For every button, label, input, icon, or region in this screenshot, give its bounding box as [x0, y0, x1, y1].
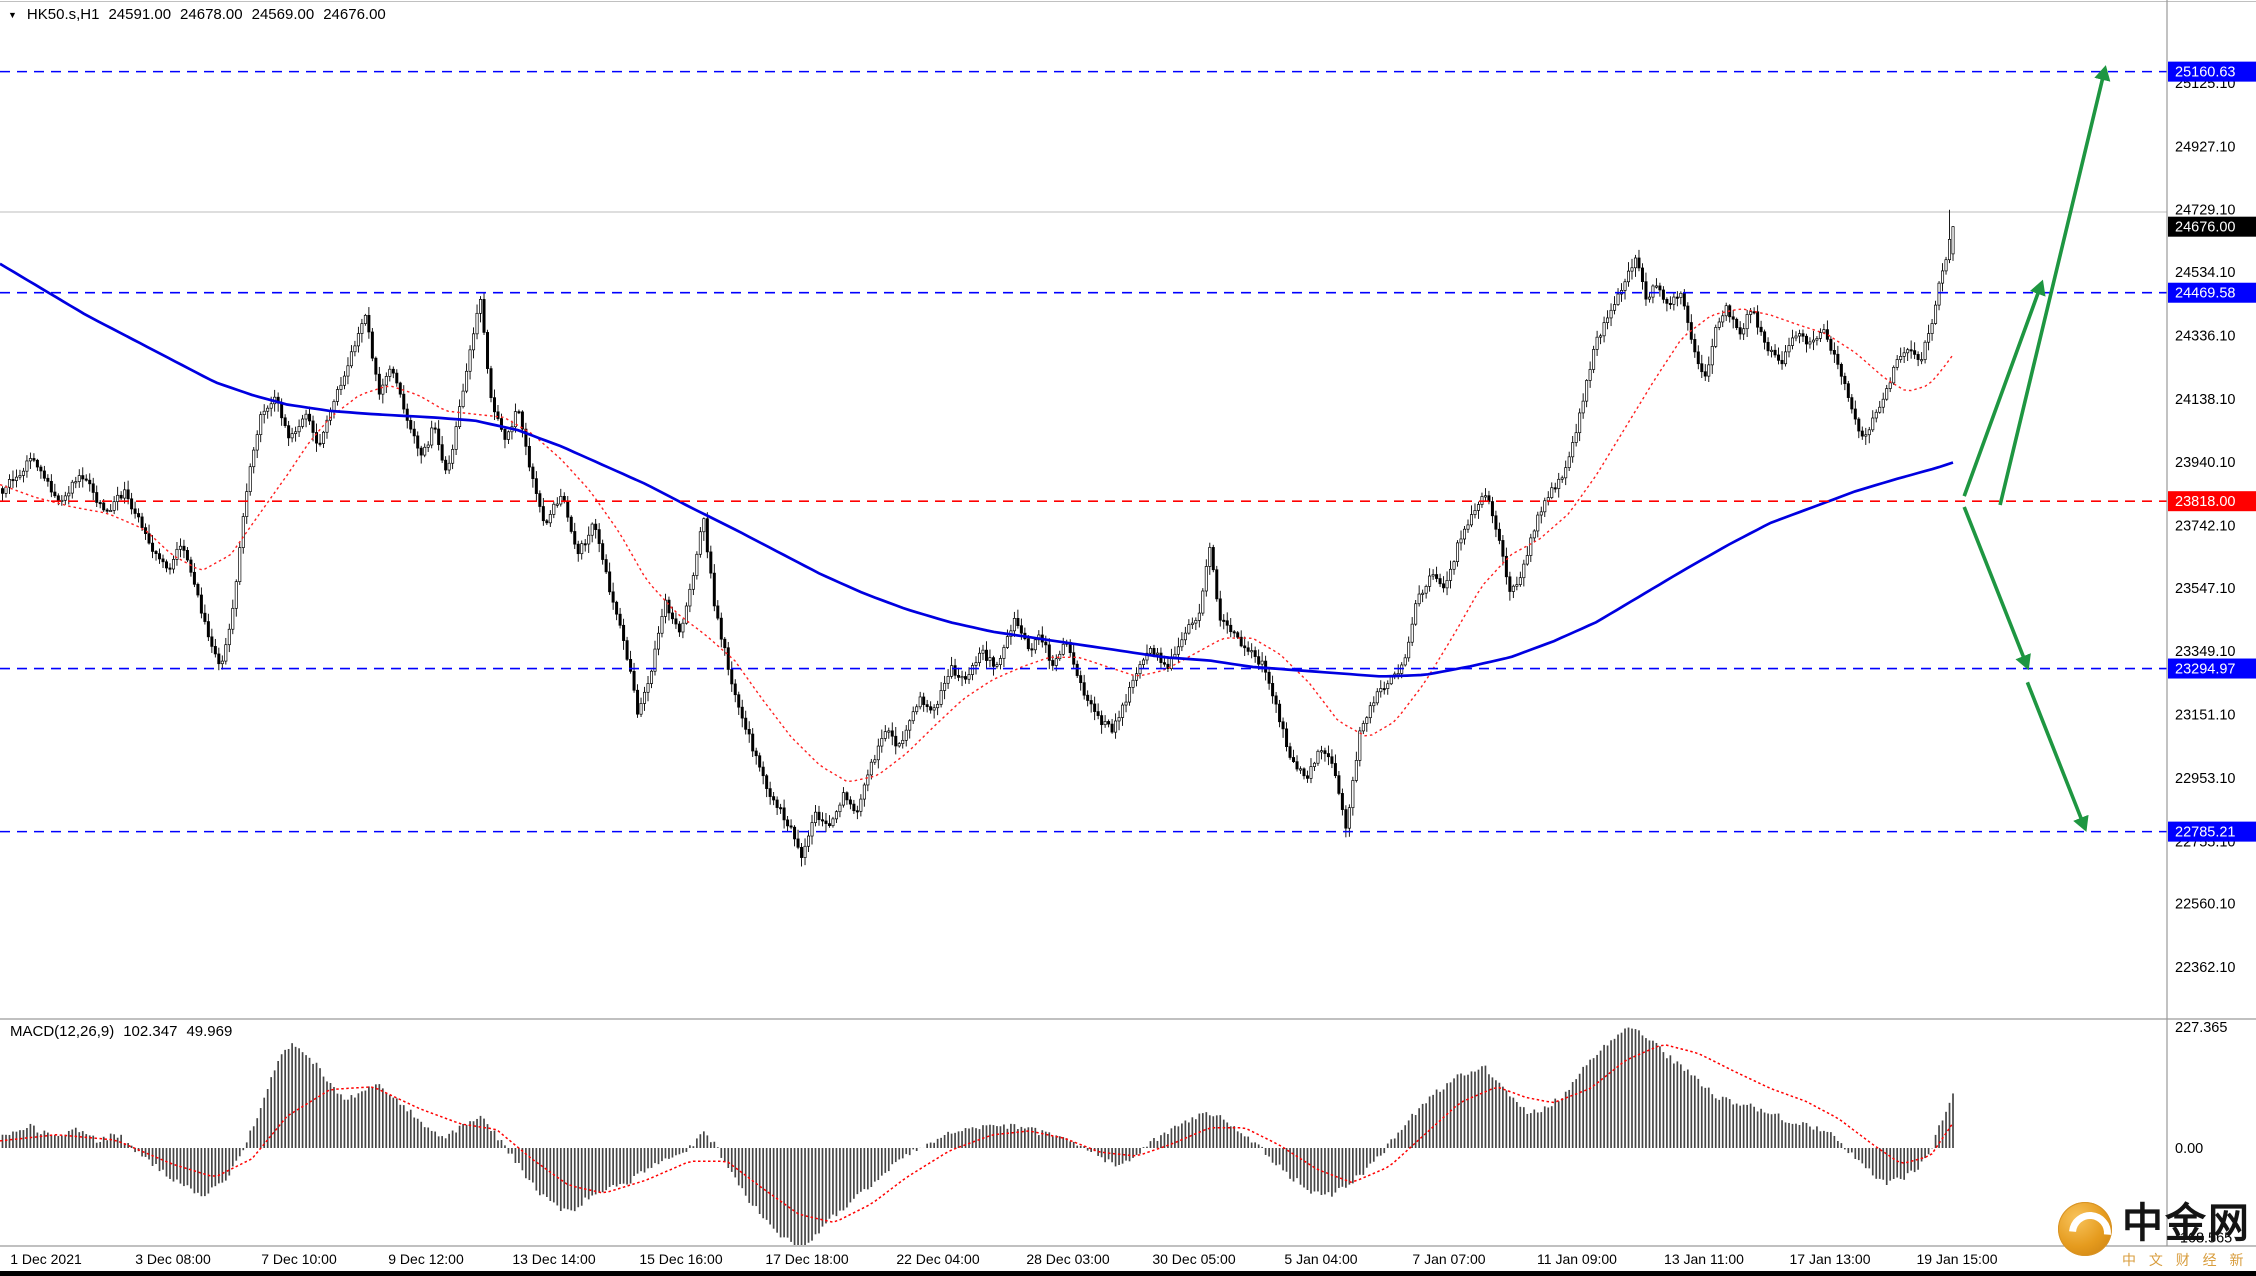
time-axis[interactable]: 1 Dec 2021 3 Dec 08:00 7 Dec 10:00 9 Dec 12…: [10, 1251, 1997, 1267]
svg-text:22560.10: 22560.10: [2175, 897, 2235, 913]
trend-arrows: [1962, 65, 2111, 832]
svg-text:23940.10: 23940.10: [2175, 455, 2235, 471]
watermark-zhongjin: 中金网 中 文 财 经 新 媒 体: [2058, 1200, 2256, 1270]
svg-text:24676.00: 24676.00: [2175, 220, 2235, 236]
macd-indicator-label: MACD(12,26,9) 102.347 49.969: [10, 1023, 232, 1040]
svg-text:5 Jan 04:00: 5 Jan 04:00: [1284, 1251, 1357, 1267]
svg-text:22785.21: 22785.21: [2175, 825, 2235, 841]
svg-text:9 Dec 12:00: 9 Dec 12:00: [388, 1251, 464, 1267]
svg-text:13 Dec 14:00: 13 Dec 14:00: [512, 1251, 595, 1267]
quote-close: 24676.00: [323, 6, 386, 23]
zhongjin-logo-icon: [2058, 1202, 2112, 1256]
macd-signal-value: 49.969: [186, 1023, 233, 1040]
symbol-title: HK50.s,H1: [26, 6, 100, 23]
svg-text:28 Dec 03:00: 28 Dec 03:00: [1026, 1251, 1109, 1267]
svg-text:13 Jan 11:00: 13 Jan 11:00: [1664, 1251, 1744, 1267]
chart-frame: [0, 0, 2256, 1247]
svg-text:22953.10: 22953.10: [2175, 771, 2235, 787]
watermark-tagline: 中 文 财 经 新 媒 体: [2122, 1252, 2256, 1269]
svg-text:24138.10: 24138.10: [2175, 392, 2235, 408]
svg-text:25160.63: 25160.63: [2175, 65, 2235, 81]
svg-text:11 Jan 09:00: 11 Jan 09:00: [1537, 1251, 1617, 1267]
svg-text:22362.10: 22362.10: [2175, 960, 2235, 976]
svg-text:30 Dec 05:00: 30 Dec 05:00: [1152, 1251, 1235, 1267]
svg-text:23151.10: 23151.10: [2175, 708, 2235, 724]
svg-text:17 Jan 13:00: 17 Jan 13:00: [1790, 1251, 1871, 1267]
svg-text:24534.10: 24534.10: [2175, 265, 2235, 281]
svg-text:23742.10: 23742.10: [2175, 518, 2235, 534]
svg-text:1 Dec 2021: 1 Dec 2021: [10, 1251, 82, 1267]
svg-text:7 Dec 10:00: 7 Dec 10:00: [261, 1251, 337, 1267]
svg-text:24927.10: 24927.10: [2175, 139, 2235, 155]
svg-text:23547.10: 23547.10: [2175, 581, 2235, 597]
candlestick-series: [1, 209, 1955, 867]
quote-low: 24569.00: [251, 6, 315, 23]
watermark-brand: 中金网: [2122, 1200, 2251, 1246]
horizontal-scrollbar[interactable]: [0, 1271, 2256, 1276]
moving-averages: [0, 262, 1954, 783]
svg-text:24336.10: 24336.10: [2175, 328, 2235, 344]
quote-open: 24591.00: [108, 6, 172, 23]
macd-name: MACD(12,26,9): [10, 1023, 115, 1040]
svg-text:24729.10: 24729.10: [2175, 203, 2235, 219]
symbol-dropdown-icon[interactable]: ▼: [8, 9, 17, 20]
svg-text:19 Jan 15:00: 19 Jan 15:00: [1917, 1251, 1998, 1267]
svg-text:23349.10: 23349.10: [2175, 644, 2235, 660]
svg-text:15 Dec 16:00: 15 Dec 16:00: [639, 1251, 722, 1267]
svg-text:24469.58: 24469.58: [2175, 286, 2235, 302]
svg-text:17 Dec 18:00: 17 Dec 18:00: [765, 1251, 848, 1267]
symbol-info-bar: ▼ HK50.s,H1 24591.00 24678.00 24569.00 2…: [8, 6, 386, 23]
macd-indicator: [0, 1027, 1954, 1245]
svg-text:23294.97: 23294.97: [2175, 662, 2235, 678]
svg-text:22 Dec 04:00: 22 Dec 04:00: [896, 1251, 979, 1267]
quote-high: 24678.00: [180, 6, 243, 23]
svg-text:-168.565: -168.565: [2175, 1231, 2232, 1247]
svg-text:0.00: 0.00: [2175, 1141, 2203, 1157]
svg-text:3 Dec 08:00: 3 Dec 08:00: [135, 1251, 211, 1267]
svg-text:7 Jan 07:00: 7 Jan 07:00: [1412, 1251, 1485, 1267]
price-axis[interactable]: 25125.1024927.1024729.1024534.1024336.10…: [2168, 61, 2256, 1247]
svg-text:227.365: 227.365: [2175, 1020, 2227, 1036]
support-resistance-lines: [0, 70, 2167, 833]
svg-text:23818.00: 23818.00: [2175, 494, 2235, 510]
macd-main-value: 102.347: [123, 1023, 178, 1040]
watermark-text: 中金网 中 文 财 经 新 媒 体: [2122, 1200, 2256, 1270]
